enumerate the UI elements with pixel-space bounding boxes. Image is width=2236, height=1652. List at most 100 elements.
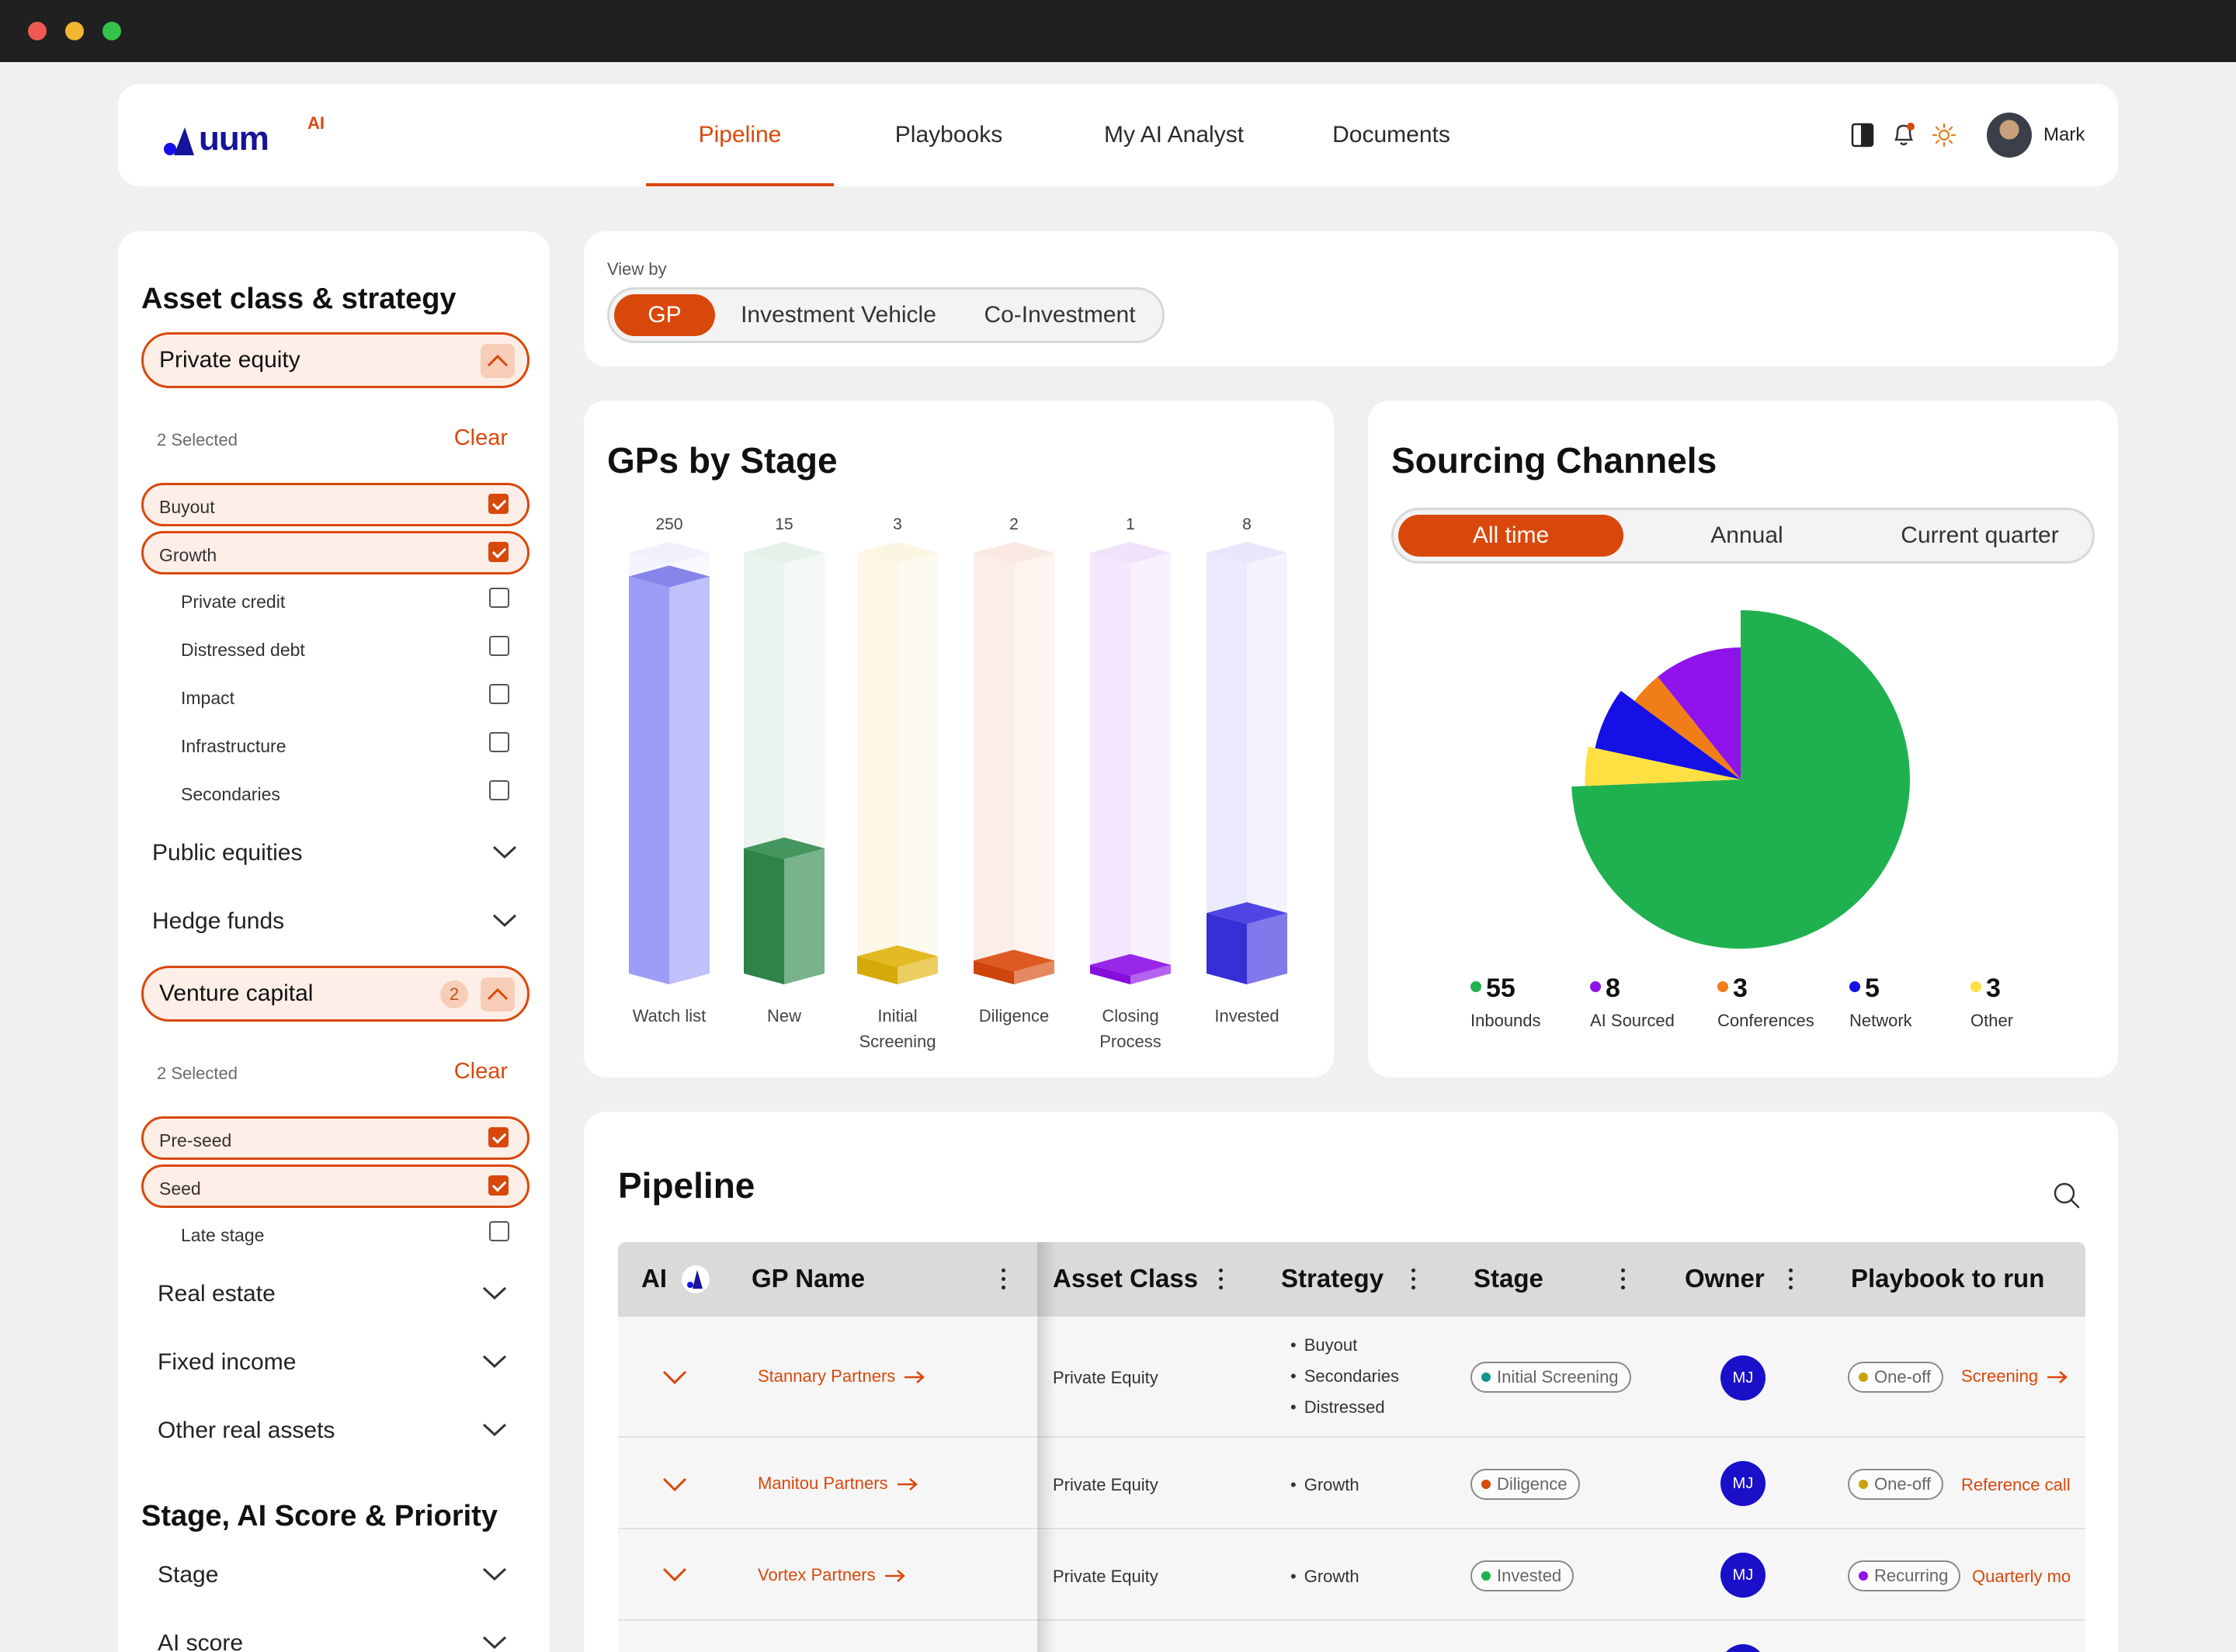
checkbox[interactable] (489, 1221, 509, 1241)
panel-icon[interactable] (1851, 123, 1874, 148)
stage-badge: Invested (1470, 1560, 1575, 1591)
owner-avatar[interactable]: MJ (1720, 1553, 1766, 1598)
option-impact[interactable]: Impact (141, 674, 529, 717)
period-current-quarter[interactable]: Current quarter (1901, 522, 2059, 548)
column-menu-icon[interactable] (1411, 1268, 1416, 1290)
column-stage[interactable]: Stage (1474, 1264, 1543, 1293)
column-strategy[interactable]: Strategy (1281, 1264, 1384, 1293)
accordion-hedge-funds[interactable]: Hedge funds (152, 897, 525, 944)
chevron-down-icon (482, 1636, 507, 1650)
checkbox[interactable] (489, 732, 509, 752)
checkbox-checked[interactable] (488, 1175, 509, 1196)
column-menu-icon[interactable] (1002, 1268, 1006, 1290)
gp-name-link[interactable]: Stannary Partners (758, 1366, 926, 1386)
app-logo[interactable]: uum AI (163, 113, 325, 161)
bar-ghost-left (1090, 553, 1130, 984)
table-row[interactable]: Manitou Partners Private Equity Growth D… (618, 1438, 2085, 1529)
search-icon[interactable] (2051, 1180, 2082, 1211)
clear-button[interactable]: Clear (453, 425, 508, 450)
accordion-venture-capital[interactable]: Venture capital 2 (141, 966, 529, 1022)
chevron-up-icon[interactable] (481, 977, 515, 1012)
bell-icon[interactable] (1891, 121, 1916, 148)
column-gp-name[interactable]: GP Name (752, 1264, 866, 1293)
legend-dot (1590, 981, 1601, 993)
owner-avatar[interactable]: MJ (1720, 1355, 1766, 1400)
sun-icon[interactable] (1932, 123, 1956, 148)
column-menu-icon[interactable] (1219, 1268, 1224, 1290)
gp-name-link[interactable]: Manitou Partners (758, 1473, 919, 1494)
checkbox-checked[interactable] (488, 1127, 509, 1147)
option-seed[interactable]: Seed (141, 1164, 529, 1208)
chevron-down-icon (492, 845, 517, 859)
chevron-up-icon[interactable] (481, 344, 515, 378)
stage-dot (1481, 1373, 1491, 1382)
chevron-down-icon[interactable] (661, 1475, 688, 1494)
nav-tab-pipeline[interactable]: Pipeline (646, 84, 834, 186)
maximize-window-button[interactable] (102, 22, 121, 40)
frequency-text: One-off (1874, 1474, 1931, 1494)
option-private-credit[interactable]: Private credit (141, 578, 529, 621)
close-window-button[interactable] (28, 22, 47, 40)
column-playbook[interactable]: Playbook to run (1851, 1264, 2045, 1293)
owner-avatar[interactable]: MJ (1720, 1461, 1766, 1506)
view-by-co-investment[interactable]: Co-Investment (984, 302, 1136, 328)
user-avatar[interactable] (1987, 113, 2032, 158)
chevron-down-icon (482, 1423, 507, 1437)
legend-value: 3 (1717, 974, 1748, 1004)
minimize-window-button[interactable] (65, 22, 84, 40)
column-asset-class[interactable]: Asset Class (1053, 1264, 1199, 1293)
option-growth[interactable]: Growth (141, 531, 529, 574)
nav-tab-my-ai-analyst[interactable]: My AI Analyst (1103, 122, 1245, 148)
table-row[interactable]: Stannary Partners Private Equity Buyout … (618, 1317, 2085, 1438)
period-all-time[interactable]: All time (1398, 515, 1623, 557)
accordion-public-equities[interactable]: Public equities (152, 829, 525, 876)
accordion-stage[interactable]: Stage (158, 1551, 515, 1598)
ai-logo-icon (682, 1265, 710, 1293)
checkbox-checked[interactable] (488, 494, 509, 514)
playbook-link[interactable]: Reference call (1961, 1475, 2071, 1494)
checkbox[interactable] (489, 780, 509, 800)
option-infrastructure[interactable]: Infrastructure (141, 722, 529, 765)
view-by-investment-vehicle[interactable]: Investment Vehicle (741, 302, 936, 328)
playbook-link[interactable]: Quarterly mo (1972, 1567, 2071, 1586)
frequency-dot (1859, 1571, 1868, 1581)
column-ai[interactable]: AI (641, 1264, 667, 1293)
view-by-gp[interactable]: GP (614, 294, 715, 336)
accordion-other-real-assets[interactable]: Other real assets (158, 1407, 515, 1453)
pipeline-table: AI GP Name Asset Class Strategy Stage Ow… (618, 1242, 2085, 1652)
asset-class-cell: Private Equity (1053, 1567, 1158, 1586)
option-pre-seed[interactable]: Pre-seed (141, 1116, 529, 1160)
gp-name-link[interactable]: Vortex Partners (758, 1565, 907, 1585)
chevron-down-icon[interactable] (661, 1565, 688, 1584)
owner-avatar[interactable] (1720, 1644, 1766, 1652)
accordion-private-equity[interactable]: Private equity (141, 332, 529, 388)
option-secondaries[interactable]: Secondaries (141, 770, 529, 814)
option-buyout[interactable]: Buyout (141, 483, 529, 526)
accordion-real-estate[interactable]: Real estate (158, 1270, 515, 1317)
checkbox[interactable] (489, 684, 509, 704)
accordion-fixed-income[interactable]: Fixed income (158, 1338, 515, 1385)
accordion-ai-score[interactable]: AI score (158, 1619, 515, 1652)
bar-ghost-right (898, 553, 938, 984)
column-owner[interactable]: Owner (1685, 1264, 1765, 1293)
option-late-stage[interactable]: Late stage (141, 1211, 529, 1255)
checkbox-checked[interactable] (488, 542, 509, 562)
option-label: Seed (159, 1178, 201, 1199)
column-menu-icon[interactable] (1789, 1268, 1793, 1290)
accordion-label: Real estate (158, 1281, 276, 1307)
table-row[interactable] (618, 1621, 2085, 1652)
nav-tab-playbooks[interactable]: Playbooks (894, 122, 1003, 148)
playbook-link[interactable]: Screening (1961, 1366, 2069, 1386)
checkbox[interactable] (489, 636, 509, 656)
checkbox[interactable] (489, 588, 509, 608)
period-annual[interactable]: Annual (1710, 522, 1783, 548)
option-distressed-debt[interactable]: Distressed debt (141, 626, 529, 669)
chevron-down-icon[interactable] (661, 1368, 688, 1386)
user-name[interactable]: Mark (2043, 124, 2085, 145)
asset-class-cell: Private Equity (1053, 1475, 1158, 1494)
option-label: Pre-seed (159, 1130, 232, 1150)
table-row[interactable]: Vortex Partners Private Equity Growth In… (618, 1529, 2085, 1621)
nav-tab-documents[interactable]: Documents (1332, 122, 1450, 148)
column-menu-icon[interactable] (1621, 1268, 1626, 1290)
clear-button[interactable]: Clear (453, 1059, 508, 1084)
